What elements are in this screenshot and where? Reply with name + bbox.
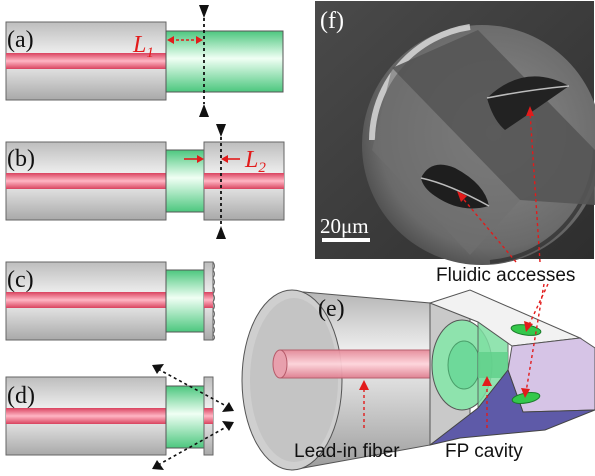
dimension-label-l1: L1	[132, 32, 154, 61]
annotation-arrows	[363, 111, 549, 428]
cut-marker-upper-start	[152, 364, 164, 374]
spliced-fiber-core	[204, 173, 284, 189]
cleave-marker-bottom	[199, 104, 209, 117]
panel-f: 20μm (f)	[315, 1, 595, 265]
panel-a: (a) L1	[5, 5, 284, 117]
panel-label-c: (c)	[7, 267, 34, 293]
cut-line-lower	[157, 425, 229, 466]
end-fiber-core	[204, 408, 213, 424]
panel-label-e: (e)	[318, 296, 345, 322]
length-arrowhead-left	[167, 36, 174, 44]
arrow-fluidic-top	[527, 283, 549, 328]
sem-cut-plane-strip	[392, 30, 595, 205]
sem-hole-edge-upper	[486, 85, 570, 99]
panel-e: (e)	[241, 289, 595, 471]
arrow-sem-hole-lower	[459, 194, 517, 263]
cut-marker-lower-end	[222, 421, 234, 431]
arrow-fluidic-bottom	[525, 283, 545, 393]
lead-in-core-face	[272, 349, 288, 379]
label-fluidic-accesses: Fluidic accesses	[436, 265, 575, 286]
fp-cavity-inner	[447, 340, 481, 390]
panel-d: (d)	[5, 364, 234, 470]
cut-marker-lower-start	[152, 460, 164, 470]
panel-label-d: (d)	[7, 383, 35, 409]
cut-marker-upper-end	[222, 402, 234, 412]
panel-label-a: (a)	[7, 27, 34, 53]
fiber-end-face-inner	[250, 298, 338, 462]
dimension-label-l2: L2	[244, 147, 266, 176]
arrowhead-sem-hole-upper	[526, 106, 534, 116]
arrowhead-sem-hole-lower	[457, 191, 467, 202]
panel-b: (b) L2	[5, 124, 285, 239]
cavity-tube	[165, 30, 284, 93]
lead-in-core	[279, 349, 453, 379]
fiber-core	[6, 408, 166, 424]
wedge-bottom-wall	[429, 368, 595, 446]
length-arrowhead-right	[196, 36, 203, 44]
cavity-segment	[165, 385, 205, 449]
sem-fluidic-hole-upper	[487, 76, 569, 130]
fp-cavity-core-hole	[478, 352, 508, 378]
label-fp-cavity: FP cavity	[445, 441, 523, 462]
length-arrowhead-right	[221, 155, 228, 163]
end-fiber-core	[204, 292, 213, 308]
scale-bar	[322, 238, 370, 242]
polished-end-face	[212, 261, 215, 341]
arrow-sem-hole-upper	[529, 111, 541, 263]
cleave-marker-bottom	[216, 226, 226, 239]
panel-label-b: (b)	[7, 146, 35, 172]
cavity-segment	[165, 269, 205, 333]
sem-cut-plane-strip-lower	[372, 68, 520, 255]
arrowhead-fp-cavity	[482, 376, 492, 386]
arrowhead-fluidic-bottom	[521, 388, 530, 398]
sem-hole-edge-lower	[420, 177, 490, 207]
arrowhead-fluidic-top	[524, 321, 533, 332]
panel-label-f: (f)	[320, 8, 344, 34]
panel-c: (c)	[5, 261, 215, 341]
annotation-arrowheads	[359, 106, 534, 398]
scale-bar-label: 20μm	[320, 214, 369, 238]
fiber-core	[6, 292, 166, 308]
cleave-marker-top	[199, 5, 209, 18]
arrowhead-lead-in-fiber	[359, 380, 369, 390]
cleave-marker-top	[216, 124, 226, 137]
fiber-core	[6, 53, 166, 69]
cut-line-upper	[157, 368, 229, 408]
length-arrowhead-left	[197, 155, 204, 163]
label-lead-in-fiber: Lead-in fiber	[294, 441, 400, 462]
fiber-core	[6, 173, 166, 189]
